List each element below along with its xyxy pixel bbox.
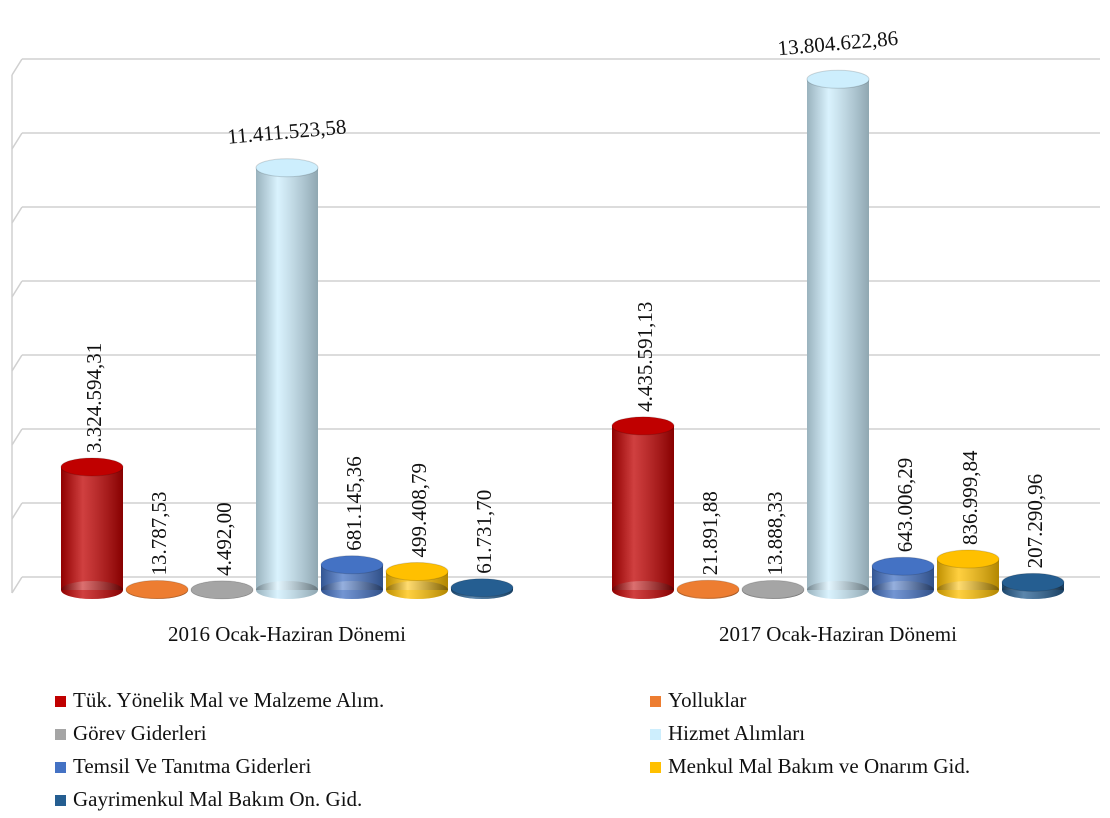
bar-top <box>255 158 319 178</box>
value-label: 4.492,00 <box>212 502 236 576</box>
x-tick-label: 2016 Ocak-Haziran Dönemi <box>168 622 406 646</box>
bar <box>255 158 319 599</box>
legend-label: Tük. Yönelik Mal ve Malzeme Alım. <box>73 688 384 712</box>
value-label: 643.006,29 <box>893 458 917 553</box>
legend-label: Yolluklar <box>668 688 746 712</box>
bar <box>450 578 514 599</box>
bar-body-shade <box>256 167 318 590</box>
bar <box>190 580 254 600</box>
legend-swatch <box>55 762 66 773</box>
bar-body-shade <box>807 79 869 591</box>
bar-top <box>611 416 675 436</box>
bar-top <box>676 579 740 599</box>
value-label: 681.145,36 <box>342 456 366 551</box>
legend-swatch <box>650 762 661 773</box>
value-label: 3.324.594,31 <box>82 343 106 453</box>
grid-wall <box>11 58 23 76</box>
grid-wall <box>11 206 23 224</box>
grid-wall <box>11 576 23 594</box>
value-label: 4.435.591,13 <box>633 302 657 412</box>
bar-top <box>60 457 124 477</box>
bar-top <box>936 549 1000 569</box>
bar-top <box>320 555 384 575</box>
grid-wall <box>11 280 23 298</box>
legend-swatch <box>55 795 66 806</box>
bar-top <box>385 562 449 582</box>
value-label: 61.731,70 <box>472 490 496 574</box>
bar <box>60 457 124 599</box>
legend-swatch <box>650 696 661 707</box>
grid-wall <box>11 354 23 372</box>
legend-label: Temsil Ve Tanıtma Giderleri <box>73 754 311 778</box>
x-tick-label: 2017 Ocak-Haziran Dönemi <box>719 622 957 646</box>
bar-top <box>806 69 870 89</box>
grid-wall <box>11 428 23 446</box>
bar-top <box>871 556 935 576</box>
bar <box>385 562 449 599</box>
bar-top <box>741 579 805 599</box>
legend-label: Hizmet Alımları <box>668 721 805 745</box>
legend-label: Menkul Mal Bakım ve Onarım Gid. <box>668 754 970 778</box>
bar-top <box>190 580 254 600</box>
value-label: 13.804.622,86 <box>777 26 899 60</box>
value-label: 13.787,53 <box>147 491 171 575</box>
value-label: 207.290,96 <box>1023 474 1047 569</box>
legend-label: Gayrimenkul Mal Bakım On. Gid. <box>73 787 362 811</box>
bar <box>871 556 935 599</box>
value-label: 13.888,33 <box>763 491 787 575</box>
value-label: 836.999,84 <box>958 450 982 545</box>
bar <box>936 549 1000 599</box>
bar <box>676 579 740 599</box>
legend-label: Görev Giderleri <box>73 721 207 745</box>
legend-swatch <box>650 729 661 740</box>
bar-top <box>125 579 189 599</box>
legend-swatch <box>55 729 66 740</box>
bar-body-shade <box>612 425 674 590</box>
bar <box>741 579 805 599</box>
value-label: 499.408,79 <box>407 463 431 558</box>
value-label: 21.891,88 <box>698 491 722 575</box>
bar <box>806 69 870 599</box>
grid-wall <box>11 502 23 520</box>
bar-body-shade <box>61 466 123 590</box>
bar <box>611 416 675 599</box>
value-label: 11.411.523,58 <box>226 114 347 148</box>
bar <box>1001 572 1065 599</box>
bar-top <box>1001 572 1065 592</box>
bar <box>320 555 384 599</box>
bar <box>125 579 189 599</box>
bar-top <box>450 578 514 598</box>
grid-wall <box>11 132 23 150</box>
legend-swatch <box>55 696 66 707</box>
